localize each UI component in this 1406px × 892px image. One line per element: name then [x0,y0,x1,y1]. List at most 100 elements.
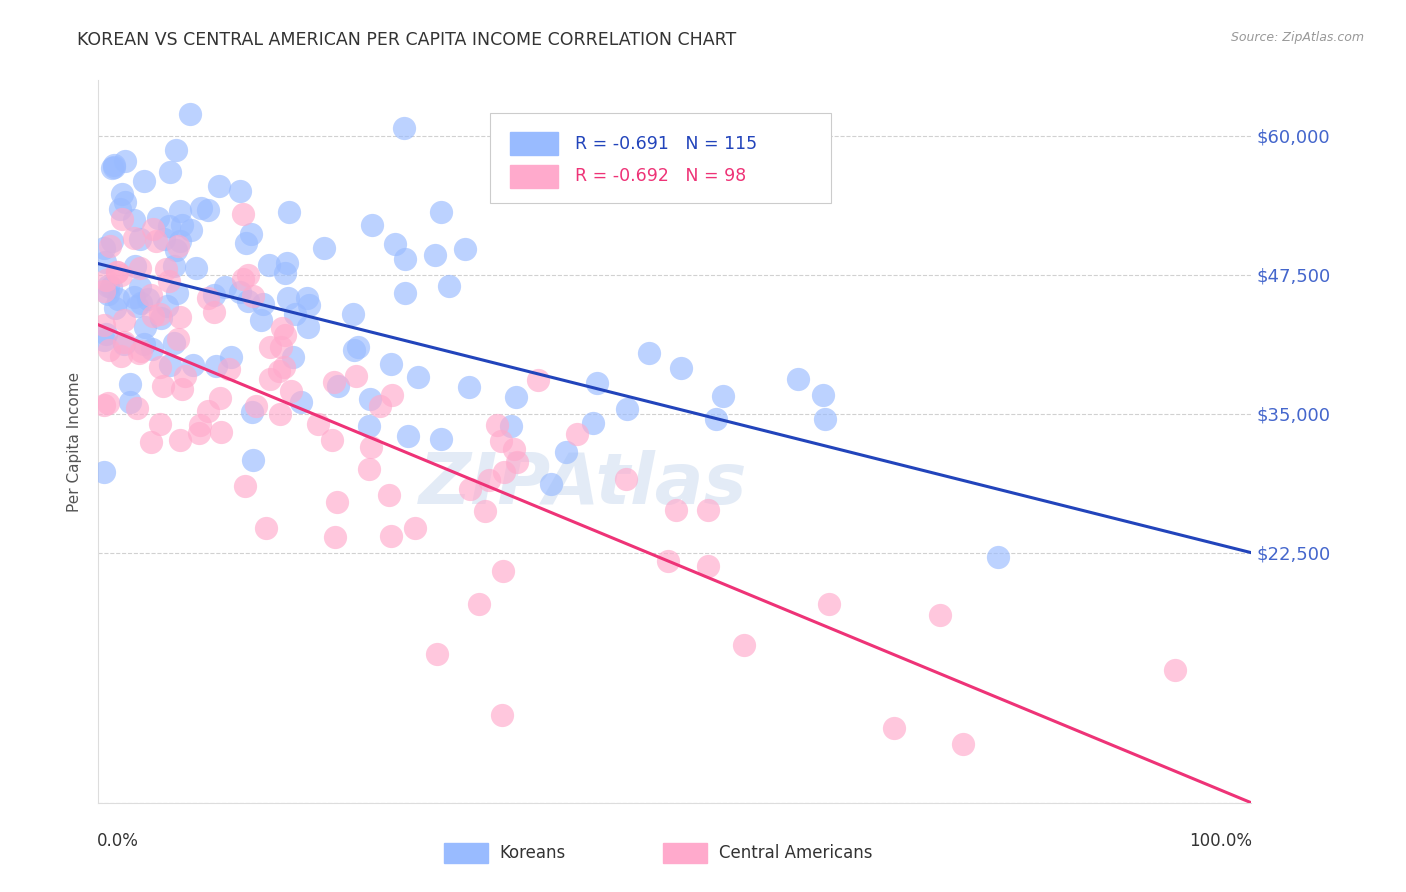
Point [952,737,974,751]
Point [114,194,136,209]
Point [665,502,688,516]
Point [430,432,453,446]
Point [149,307,172,321]
Point [148,359,170,374]
FancyBboxPatch shape [664,843,707,863]
Point [342,307,364,321]
Point [190,201,212,215]
Point [616,401,638,416]
Point [254,521,277,535]
Point [276,256,298,270]
Point [657,554,679,568]
Point [489,434,512,448]
Point [259,258,281,272]
Point [359,462,381,476]
Point [110,349,132,363]
Point [567,426,589,441]
Point [128,261,150,276]
Point [94,326,117,341]
Point [209,391,232,405]
Point [394,285,416,300]
Point [167,238,190,252]
FancyBboxPatch shape [510,165,558,188]
Point [93,240,115,254]
Text: Source: ZipAtlas.com: Source: ZipAtlas.com [1230,31,1364,45]
FancyBboxPatch shape [510,132,558,155]
Point [142,310,165,324]
Point [235,235,257,250]
Point [928,607,950,622]
Point [219,350,242,364]
Point [423,248,446,262]
Point [278,205,301,219]
Point [271,321,294,335]
Point [153,232,176,246]
Point [112,334,135,349]
Point [169,434,191,448]
Point [236,268,259,283]
Point [426,647,449,661]
FancyBboxPatch shape [444,843,488,863]
Point [273,360,295,375]
Point [110,268,132,282]
Point [502,442,524,456]
Point [136,292,159,306]
Point [165,243,187,257]
Point [179,106,201,120]
Point [181,358,204,372]
Point [129,343,152,358]
Point [238,293,260,308]
Point [814,412,837,426]
Point [188,417,211,432]
Point [97,286,120,301]
Point [669,360,692,375]
Point [204,305,226,319]
Point [134,319,156,334]
Point [478,473,501,487]
Point [269,407,291,421]
Point [259,340,281,354]
Point [501,418,523,433]
Point [711,389,734,403]
Point [145,235,167,249]
Point [326,379,349,393]
Point [93,465,115,479]
Point [267,364,290,378]
Point [129,295,152,310]
Point [614,472,637,486]
Point [114,154,136,169]
Point [697,503,720,517]
Point [494,465,516,479]
Text: R = -0.692   N = 98: R = -0.692 N = 98 [575,168,745,186]
Point [506,454,529,468]
Point [359,392,381,407]
Point [112,337,135,351]
Point [125,401,148,415]
Point [384,237,406,252]
Point [104,301,127,315]
Point [381,388,404,402]
Point [122,289,145,303]
Point [259,372,281,386]
Point [100,279,122,293]
Text: 100.0%: 100.0% [1189,831,1253,850]
Point [169,204,191,219]
Point [97,396,120,410]
Point [818,597,841,611]
Point [697,559,720,574]
Point [359,419,381,434]
Point [987,549,1010,564]
Point [404,521,426,535]
Point [98,239,121,253]
Point [149,310,172,325]
Point [204,359,226,374]
Point [208,179,231,194]
Point [98,343,121,357]
Point [188,426,211,441]
Text: Koreans: Koreans [499,844,565,862]
Point [474,504,496,518]
Point [458,380,481,394]
Point [394,252,416,266]
Point [163,335,186,350]
Point [163,259,186,273]
